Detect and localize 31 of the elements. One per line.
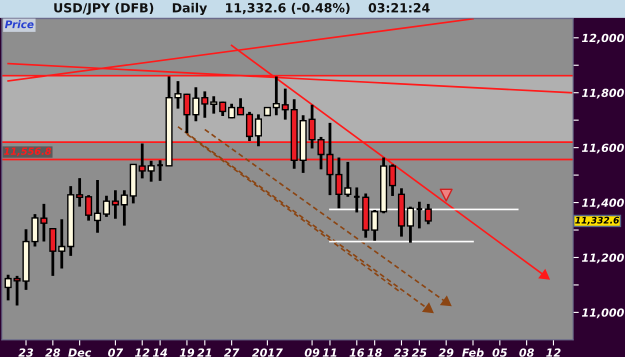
y-tick-label: 11,800 — [582, 88, 624, 99]
chart-title: USD/JPY (DFB) Daily 11,332.6 (-0.48%) 03:21:24 — [54, 2, 430, 16]
x-tick-label: 12 — [546, 348, 561, 357]
y-tick-label: 11,600 — [582, 144, 624, 154]
annotation: Price — [4, 20, 34, 28]
x-tick-label: Dec — [68, 348, 92, 357]
y-tick-label: 11,400 — [582, 198, 624, 208]
text: 11,332.6 — [575, 216, 620, 225]
x-tick-label: 29 — [438, 348, 454, 357]
x-tick-label: 19 — [180, 348, 194, 357]
y-tick-label: 11,000 — [582, 308, 624, 318]
x-tick-label: 21 — [197, 348, 212, 357]
x-tick-label: 11 — [322, 348, 336, 357]
x-tick-label: 23 — [18, 348, 34, 357]
y-tick-label: 11,200 — [582, 253, 624, 264]
x-tick-label: 08 — [519, 348, 534, 357]
x-tick-label: 16 — [350, 348, 364, 357]
x-tick-label: 07 — [108, 348, 124, 357]
x-tick-label: 27 — [224, 348, 240, 357]
x-tick-label: 2017 — [252, 348, 283, 357]
x-tick-label: Feb — [462, 348, 484, 357]
x-tick-label: 18 — [367, 348, 382, 357]
x-tick-label: 05 — [492, 348, 507, 357]
x-tick-label: 23 — [394, 348, 409, 357]
x-tick-label: 28 — [45, 348, 60, 357]
x-tick-label: 14 — [152, 348, 168, 357]
ref-line-label: 11,556.8 — [4, 148, 52, 156]
x-tick-label: 25 — [412, 348, 427, 357]
x-tick-label: 09 — [304, 348, 320, 357]
y-tick-label: 12,000 — [582, 34, 624, 44]
x-tick-label: 12 — [134, 348, 150, 357]
